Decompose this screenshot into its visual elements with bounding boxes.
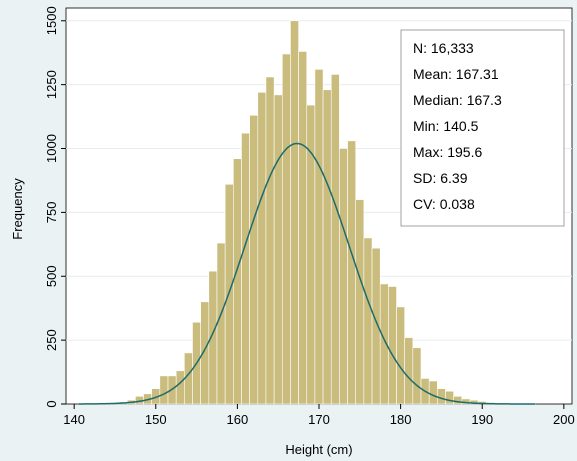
- histogram-bar: [175, 370, 185, 405]
- x-tick-label: 150: [145, 412, 167, 427]
- histogram-bar: [396, 306, 405, 405]
- histogram-bar: [339, 148, 348, 405]
- histogram-bar: [273, 94, 283, 405]
- y-tick-label: 1000: [44, 134, 59, 163]
- histogram-bar: [233, 158, 242, 405]
- histogram-bar: [290, 20, 299, 405]
- histogram-bar: [412, 347, 422, 405]
- histogram-bar: [257, 92, 267, 405]
- x-tick-label: 180: [390, 412, 412, 427]
- histogram-bar: [216, 242, 226, 405]
- stats-box-frame: [400, 29, 565, 227]
- y-tick-label: 500: [44, 265, 59, 287]
- histogram-bar: [249, 115, 259, 405]
- histogram-bar: [281, 53, 291, 405]
- histogram-bar: [322, 89, 332, 405]
- histogram-bar: [388, 286, 397, 405]
- x-tick-label: 140: [63, 412, 85, 427]
- normal-fit-curve: [78, 142, 536, 405]
- y-tick-label: 0: [44, 400, 59, 407]
- histogram-bar: [453, 396, 463, 405]
- stats-line: Median: 167.3: [413, 92, 502, 108]
- y-tick-label: 250: [44, 329, 59, 351]
- y-axis: 0 250 500 750 1000 1250 1500: [44, 6, 66, 408]
- summary-statistics-box: N: 16,333 Mean: 167.31 Median: 167.3 Min: 1…: [400, 29, 565, 227]
- x-tick-label: 190: [471, 412, 493, 427]
- stats-lines: N: 16,333 Mean: 167.31 Median: 167.3 Min: 1…: [413, 40, 502, 212]
- histogram-bar: [330, 74, 340, 405]
- histogram-bar: [404, 337, 414, 405]
- histogram-bar: [363, 237, 373, 405]
- histogram-bar: [314, 69, 324, 405]
- histogram-bar: [371, 247, 381, 405]
- histogram-bar: [445, 390, 454, 405]
- stats-line: Min: 140.5: [413, 118, 479, 134]
- y-tick-label: 1500: [44, 6, 59, 35]
- stats-line: N: 16,333: [413, 40, 474, 56]
- y-tick-label: 1250: [44, 70, 59, 99]
- histogram-bar: [355, 199, 365, 405]
- x-axis: 140 150 160 170 180 190 200: [63, 404, 575, 427]
- x-tick-label: 200: [553, 412, 575, 427]
- x-tick-label: 160: [227, 412, 249, 427]
- x-axis-title: Height (cm): [285, 442, 352, 457]
- histogram-bar: [298, 51, 308, 405]
- stats-line: CV: 0.038: [413, 196, 475, 212]
- histogram-bar: [159, 375, 169, 405]
- stats-line: SD: 6.39: [413, 170, 468, 186]
- histogram-bar: [428, 380, 438, 405]
- histogram-bar: [347, 140, 357, 405]
- stats-line: Mean: 167.31: [413, 66, 499, 82]
- stats-line: Max: 195.6: [413, 144, 482, 160]
- histogram-bar: [241, 132, 250, 405]
- histogram-bar: [200, 301, 210, 405]
- y-axis-title: Frequency: [10, 178, 25, 240]
- histogram-bar: [437, 388, 446, 405]
- y-tick-label: 750: [44, 202, 59, 224]
- x-tick-label: 170: [308, 412, 330, 427]
- histogram-bar: [265, 76, 275, 405]
